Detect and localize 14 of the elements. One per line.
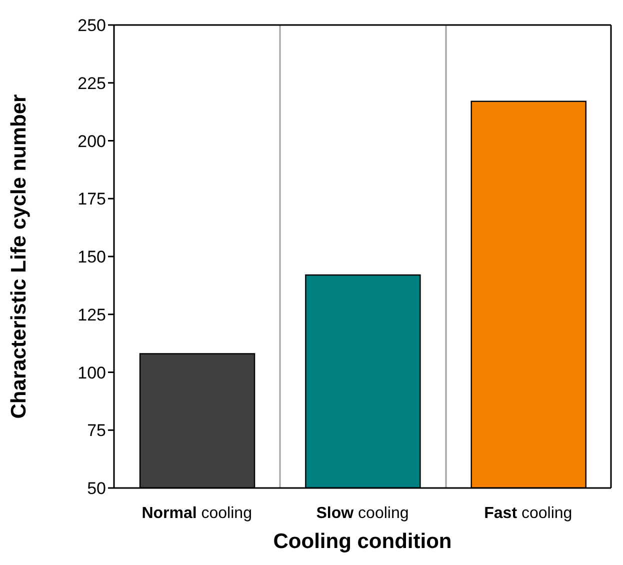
x-tick-label: Slow cooling [316,505,409,522]
y-tick-label: 75 [87,421,106,440]
y-tick-label: 200 [78,132,106,151]
y-tick-label: 225 [78,74,106,93]
x-tick-label: Normal cooling [142,505,252,522]
y-tick-label: 50 [87,479,106,498]
y-tick-label: 125 [78,305,106,324]
x-axis-title: Cooling condition [273,530,452,553]
y-tick-label: 150 [78,248,106,267]
y-axis-title: Characteristic Life cycle number [7,94,30,419]
y-tick-label: 175 [78,190,106,209]
x-tick-label: Fast cooling [484,505,572,522]
y-tick-label: 250 [78,16,106,36]
y-tick-label: 100 [78,363,106,382]
